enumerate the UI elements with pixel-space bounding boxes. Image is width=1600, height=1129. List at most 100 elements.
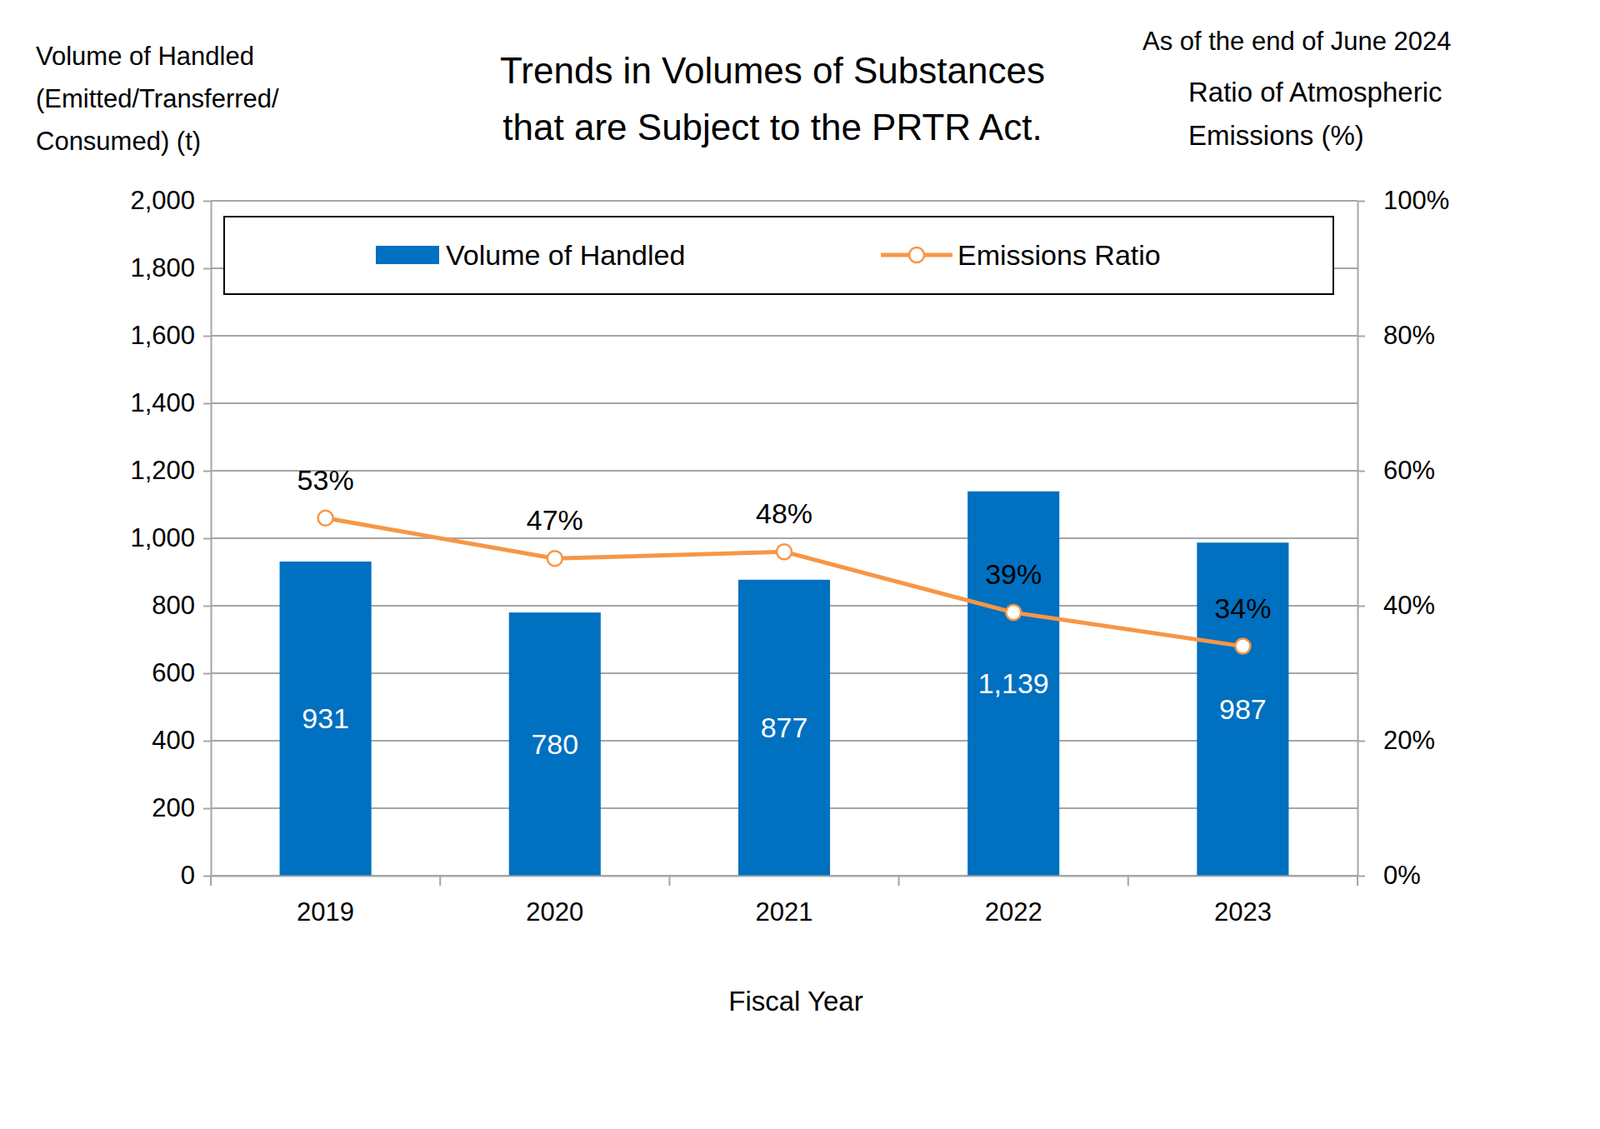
x-axis: 2019 2020 2021 2022 2023: [211, 875, 1359, 927]
category-separator: [1356, 875, 1359, 886]
tick: 400: [151, 725, 211, 755]
legend-swatch: [375, 245, 440, 265]
legend-frame: [224, 216, 1334, 295]
line-label: 48%: [755, 497, 813, 530]
grid-line: [210, 335, 1358, 337]
category-separator: [439, 875, 441, 886]
tick-mark: [1357, 875, 1365, 878]
plot-area: [280, 491, 1290, 876]
y-axis: 0 200 400 600 800 1,000 1,200 1,400 1,600 1,800 2,…: [130, 185, 211, 890]
tick-label: 400: [151, 725, 195, 755]
grid-line: [210, 200, 1358, 202]
tick: 80%: [1357, 320, 1435, 350]
tick-mark: [1357, 200, 1365, 203]
bar: [738, 580, 830, 876]
tick-mark: [203, 335, 211, 338]
chart: 931 780 877 1,139 987 53% 47% 48% 39% 34% 0 200 400 6…: [0, 0, 1600, 1129]
tick: 1,600: [130, 320, 211, 350]
tick-mark: [203, 403, 211, 405]
tick: 60%: [1357, 455, 1435, 485]
line-label: 39%: [985, 558, 1042, 590]
tick-label: 600: [151, 658, 195, 688]
tick-label: 40%: [1383, 590, 1435, 620]
annotation: As of the end of June 2024: [1142, 26, 1452, 56]
bar-label: 780: [530, 728, 579, 760]
marker: [1005, 605, 1021, 620]
y2-axis: 0% 20% 40% 60% 80% 100%: [1357, 185, 1450, 890]
grid: [210, 200, 1358, 876]
tick: 200: [151, 793, 211, 823]
y2-axis-title: Ratio of Atmospheric: [1188, 76, 1442, 108]
tick-label: 1,000: [130, 523, 195, 553]
tick-mark: [1357, 335, 1365, 338]
tick-label: 800: [151, 590, 195, 620]
category-separators: [210, 875, 1358, 886]
axis-line: [211, 875, 1359, 878]
title: Trends in Volumes of Substances: [500, 50, 1045, 91]
bar-label: 931: [301, 702, 350, 735]
tick: 2019: [296, 875, 355, 927]
marker: [1235, 639, 1250, 655]
bar-label: 987: [1219, 693, 1267, 725]
tick: 100%: [1357, 185, 1450, 215]
legend: Volume of HandledEmissions Ratio: [224, 216, 1334, 295]
tick-label: 0: [180, 860, 195, 890]
tick-label: 2023: [1214, 897, 1272, 927]
tick: 2022: [985, 875, 1043, 927]
tick: 2020: [525, 875, 584, 927]
title: that are Subject to the PRTR Act.: [502, 106, 1042, 148]
bar-label: 1,139: [978, 667, 1050, 700]
tick: 0: [180, 860, 211, 890]
tick-mark: [203, 875, 211, 878]
tick-label: 60%: [1383, 455, 1435, 485]
grid-line: [210, 402, 1358, 405]
bar: [1196, 542, 1289, 876]
tick-label: 0%: [1383, 860, 1421, 890]
line-label: 34%: [1214, 592, 1271, 625]
tick: 1,200: [130, 455, 211, 485]
line: [325, 518, 1244, 647]
legend-marker: [909, 247, 925, 263]
line-label: 47%: [526, 504, 584, 536]
tick-label: 200: [151, 793, 195, 823]
line-label: 53%: [297, 464, 355, 496]
tick-label: 1,800: [130, 253, 195, 283]
x-axis-title: Fiscal Year: [728, 985, 863, 1017]
y2-axis-title: Emissions (%): [1188, 120, 1365, 151]
grid-line: [210, 470, 1358, 472]
tick-label: 80%: [1383, 320, 1435, 350]
texts: Trends in Volumes of Substances that are …: [35, 26, 1452, 1017]
tick: 20%: [1357, 725, 1435, 755]
y-axis-title: (Emitted/Transferred/: [35, 84, 280, 114]
tick-mark: [203, 740, 211, 743]
tick-label: 1,200: [130, 455, 195, 485]
marker: [547, 550, 563, 566]
tick-label: 20%: [1383, 725, 1435, 755]
tick-label: 1,400: [130, 388, 195, 418]
tick-label: 2021: [755, 897, 814, 927]
grid-line: [210, 537, 1358, 540]
tick: 2,000: [130, 185, 211, 215]
y-axis-title: Volume of Handled: [35, 41, 255, 71]
tick: 1,000: [130, 523, 211, 553]
tick-label: 1,600: [130, 320, 195, 350]
tick: 2023: [1214, 875, 1272, 927]
tick-mark: [203, 268, 211, 270]
tick-mark: [203, 538, 211, 540]
category-separator: [1127, 875, 1130, 886]
bar: [280, 561, 372, 876]
bar: [967, 491, 1060, 876]
category-separator: [210, 875, 212, 886]
tick: 0%: [1357, 860, 1421, 890]
bar: [509, 612, 601, 876]
category-separator: [668, 875, 670, 886]
marker: [318, 510, 334, 526]
bar-label: 877: [760, 711, 809, 744]
tick-mark: [1357, 740, 1365, 743]
tick-mark: [203, 808, 211, 810]
tick-mark: [1357, 470, 1365, 473]
tick-label: 2020: [525, 897, 584, 927]
tick: 40%: [1357, 590, 1435, 620]
tick-mark: [203, 605, 211, 608]
axis-line: [1357, 201, 1360, 877]
